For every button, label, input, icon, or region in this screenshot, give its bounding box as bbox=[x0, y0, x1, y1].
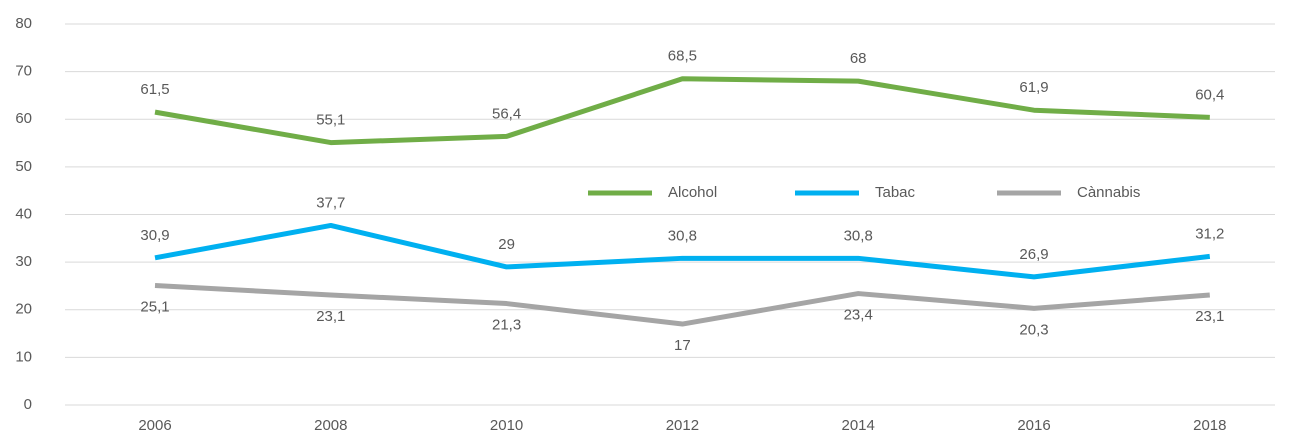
data-label: 60,4 bbox=[1195, 86, 1224, 103]
legend-label: Cànnabis bbox=[1077, 184, 1140, 201]
data-label: 17 bbox=[674, 337, 691, 354]
y-tick-label: 50 bbox=[15, 158, 32, 175]
x-tick-label: 2014 bbox=[842, 417, 875, 434]
y-tick-label: 10 bbox=[15, 348, 32, 365]
legend-label: Alcohol bbox=[668, 184, 717, 201]
data-label: 61,5 bbox=[140, 81, 169, 98]
data-label: 30,8 bbox=[668, 227, 697, 244]
data-label: 20,3 bbox=[1019, 321, 1048, 338]
x-tick-label: 2010 bbox=[490, 417, 523, 434]
data-label: 21,3 bbox=[492, 317, 521, 334]
data-label: 23,1 bbox=[1195, 308, 1224, 325]
line bbox=[154, 282, 1210, 327]
data-label: 31,2 bbox=[1195, 225, 1224, 242]
x-tick-label: 2008 bbox=[314, 417, 347, 434]
data-label: 55,1 bbox=[316, 112, 345, 129]
data-label: 26,9 bbox=[1019, 246, 1048, 263]
y-tick-label: 30 bbox=[15, 253, 32, 270]
data-label: 30,9 bbox=[140, 227, 169, 244]
data-label: 68,5 bbox=[668, 48, 697, 65]
data-label: 68 bbox=[850, 50, 867, 67]
x-tick-label: 2016 bbox=[1017, 417, 1050, 434]
data-label: 37,7 bbox=[316, 194, 345, 211]
y-tick-label: 70 bbox=[15, 63, 32, 80]
data-label: 30,8 bbox=[844, 227, 873, 244]
data-label: 23,1 bbox=[316, 308, 345, 325]
data-label: 25,1 bbox=[140, 298, 169, 315]
x-tick-label: 2006 bbox=[138, 417, 171, 434]
y-tick-label: 20 bbox=[15, 301, 32, 318]
x-tick-label: 2012 bbox=[666, 417, 699, 434]
x-tick-label: 2018 bbox=[1193, 417, 1226, 434]
y-tick-label: 40 bbox=[15, 205, 32, 222]
y-tick-label: 0 bbox=[24, 396, 32, 413]
line bbox=[154, 222, 1211, 280]
line bbox=[154, 76, 1210, 146]
data-label: 23,4 bbox=[844, 307, 873, 324]
legend-label: Tabac bbox=[875, 184, 916, 201]
y-tick-label: 60 bbox=[15, 110, 32, 127]
y-tick-label: 80 bbox=[15, 15, 32, 32]
data-label: 29 bbox=[498, 236, 515, 253]
data-label: 61,9 bbox=[1019, 79, 1048, 96]
data-label: 56,4 bbox=[492, 105, 521, 122]
